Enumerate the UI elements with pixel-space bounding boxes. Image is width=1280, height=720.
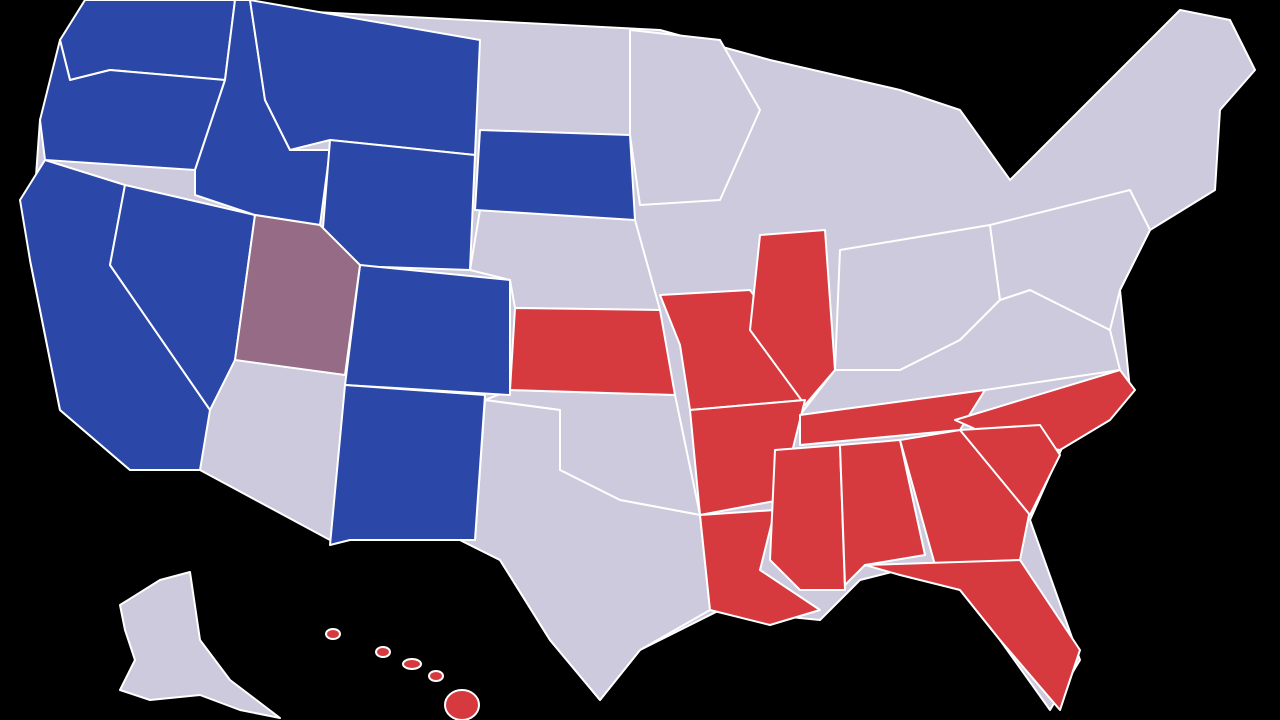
state xyxy=(509,307,676,396)
state xyxy=(839,439,926,586)
island xyxy=(325,628,341,640)
island xyxy=(444,689,480,720)
island xyxy=(402,658,422,670)
state xyxy=(59,0,236,81)
state xyxy=(474,129,636,221)
state xyxy=(109,184,256,411)
blue-states xyxy=(19,0,636,546)
state xyxy=(749,229,836,406)
state xyxy=(319,139,476,271)
state xyxy=(344,264,511,396)
purple-states xyxy=(234,214,361,376)
state xyxy=(989,189,1151,331)
state xyxy=(234,214,361,376)
red-states xyxy=(325,229,1136,720)
alaska xyxy=(119,571,281,719)
state xyxy=(329,384,486,546)
island xyxy=(375,646,391,658)
state xyxy=(959,424,1061,516)
state xyxy=(769,444,846,591)
state xyxy=(864,559,1081,711)
island xyxy=(428,670,444,682)
